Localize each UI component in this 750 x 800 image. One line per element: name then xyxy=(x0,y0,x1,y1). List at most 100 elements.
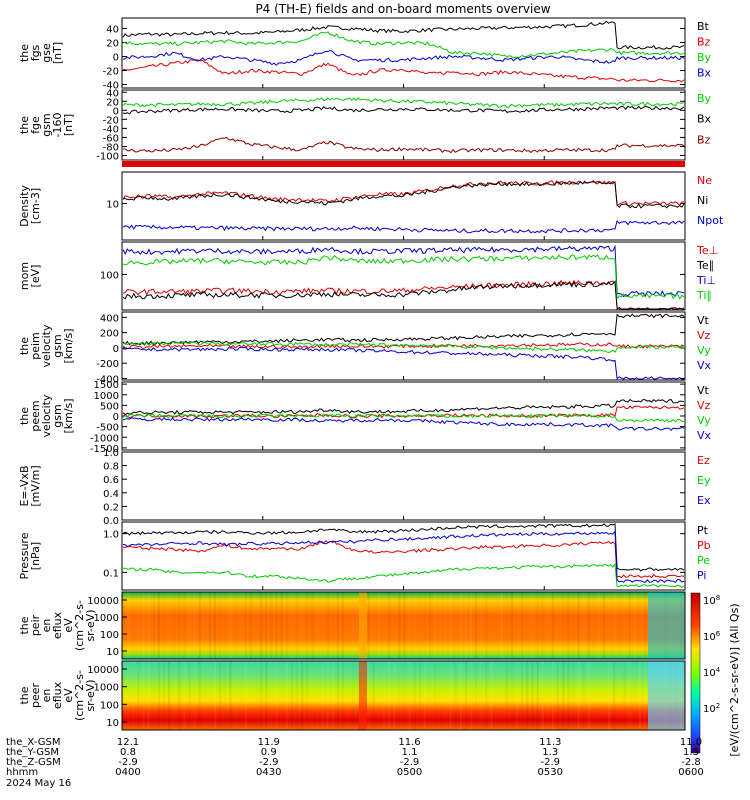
spectrogram-streak xyxy=(275,661,278,730)
spectrogram-streak xyxy=(270,661,272,730)
spectrogram-streak xyxy=(408,661,411,730)
spectrogram-streak xyxy=(321,661,324,730)
spectrogram-streak xyxy=(168,592,170,659)
spectrogram-streak xyxy=(296,661,298,730)
spectrogram-streak xyxy=(198,592,201,659)
series-line-Vx xyxy=(122,416,685,431)
spectrogram-streak xyxy=(511,661,513,730)
y-tick-label: 0 xyxy=(113,106,119,117)
spectrogram-event xyxy=(359,661,367,730)
x-row-value: -2.8 xyxy=(681,757,701,768)
panel-4: mom[eV] 100 Te⊥ Te∥ Ti⊥ Ti∥ xyxy=(18,241,718,311)
spectrogram-streak xyxy=(183,661,186,730)
spectrogram-streak xyxy=(281,661,283,730)
y-axis-label: Pressure xyxy=(18,532,31,579)
legend-label: Te∥ xyxy=(696,259,714,272)
y-axis-label: peer xyxy=(29,683,42,709)
spectrogram-streak xyxy=(587,592,590,659)
spectrogram-streak xyxy=(629,661,631,730)
colorbar-tick-label: 106 xyxy=(703,630,721,643)
spectrogram-streak xyxy=(547,661,549,730)
spectrogram-streak xyxy=(147,592,150,659)
legend-label: Ne xyxy=(697,174,712,187)
y-axis-label: [mV/m] xyxy=(29,465,42,506)
spectrogram-streak xyxy=(413,661,416,730)
spectrogram-streak xyxy=(464,661,467,730)
x-row-value: 0600 xyxy=(678,767,703,778)
spectrogram-streak xyxy=(388,592,391,659)
spectrogram-streak xyxy=(455,661,457,730)
spectrogram-streak xyxy=(439,661,441,730)
y-tick-label: 10 xyxy=(106,199,119,210)
x-row-value: 12.1 xyxy=(117,737,139,748)
spectrogram-streak xyxy=(301,661,304,730)
spectrogram-streak xyxy=(542,592,544,659)
spectrogram-tail xyxy=(648,661,685,730)
spectrogram-streak xyxy=(419,592,421,659)
legend-label: Bx xyxy=(697,67,712,80)
y-tick-label: 10000 xyxy=(87,665,119,676)
y-tick-label: 1500 xyxy=(94,380,119,391)
x-row-value: 0530 xyxy=(538,767,563,778)
x-row-value: 11.0 xyxy=(680,737,702,748)
spectrogram-streak xyxy=(505,661,508,730)
panel-frame xyxy=(121,521,686,591)
y-tick-label: -100 xyxy=(96,151,119,162)
series-line-Ni xyxy=(122,180,685,209)
series-line-Npot xyxy=(122,219,685,234)
spectrogram-streak xyxy=(490,661,493,730)
spectrogram-streak xyxy=(367,592,370,659)
spectrogram-streak xyxy=(142,661,145,730)
y-axis-label: the xyxy=(18,116,31,134)
spectrogram-streak xyxy=(557,592,559,659)
series-line-Vt xyxy=(122,398,685,416)
y-tick-label: 200 xyxy=(100,329,119,340)
spectrogram-streak xyxy=(372,661,375,730)
spectrogram-streak xyxy=(162,661,165,730)
series-line-By xyxy=(122,97,685,109)
spectrogram-streak xyxy=(398,592,401,659)
spectrogram-streak xyxy=(255,592,257,659)
y-tick-label: -500 xyxy=(96,423,119,434)
spectrogram-streak xyxy=(285,661,288,730)
legend-label: Vx xyxy=(697,429,712,442)
y-axis-label: the xyxy=(18,44,31,62)
spectrogram-streak xyxy=(240,592,242,659)
spectrogram-streak xyxy=(383,661,386,730)
spectrogram-streak xyxy=(496,661,498,730)
spectrogram-streak xyxy=(255,661,257,730)
spectrogram-streak xyxy=(516,592,518,659)
spectrogram-streak xyxy=(132,592,134,659)
spectrogram-streak xyxy=(562,592,564,659)
spectrogram-streak xyxy=(290,592,293,659)
panel-frame xyxy=(121,17,686,89)
spectrogram-streak xyxy=(168,661,171,730)
spectrogram-streak xyxy=(464,592,467,659)
y-axis-label: [eV] xyxy=(29,265,42,288)
spectrogram xyxy=(122,592,685,659)
spectrogram-streak xyxy=(582,592,585,659)
spectrogram-streak xyxy=(209,592,212,659)
spectrogram-streak xyxy=(286,592,288,659)
y-axis-label: velocity xyxy=(40,324,53,367)
spectrogram-streak xyxy=(194,661,196,730)
x-row-value: 0400 xyxy=(115,767,140,778)
spectrogram-streak xyxy=(388,661,391,730)
spectrogram-streak xyxy=(137,661,139,730)
legend-label: Vz xyxy=(697,329,711,342)
y-axis-label: gse xyxy=(40,43,53,63)
spectrogram-streak xyxy=(404,661,406,730)
spectrogram-streak xyxy=(327,592,329,659)
x-row-label: the_Y-GSM xyxy=(6,747,59,758)
spectrogram-streak xyxy=(398,661,400,730)
spectrogram-streak xyxy=(480,592,483,659)
spectrogram-streak xyxy=(322,592,324,659)
y-axis-label: [nT] xyxy=(62,114,75,136)
series-line-Bz xyxy=(122,59,685,83)
spectrogram-streak xyxy=(557,661,560,730)
legend-label: Pb xyxy=(697,539,711,552)
spectrogram-streak xyxy=(567,592,570,659)
series-line-Ne xyxy=(122,180,685,207)
